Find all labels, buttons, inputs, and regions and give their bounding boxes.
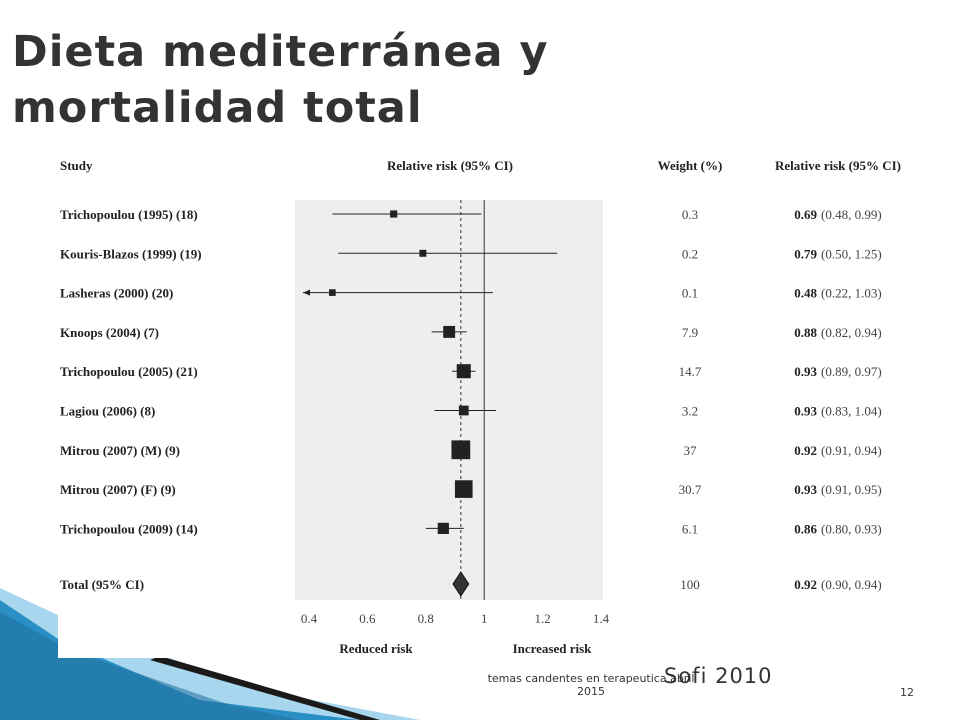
- study-row: Knoops (2004) (7) 7.9 0.88 (0.82, 0.94): [60, 325, 882, 340]
- study-rr-value: 0.48: [794, 286, 817, 301]
- study-label: Mitrou (2007) (M) (9): [60, 443, 180, 458]
- study-rr-value: 0.69: [794, 207, 817, 222]
- ci-truncation-arrow: [303, 289, 310, 296]
- total-weight: 100: [680, 577, 700, 592]
- decor-light-band: [0, 588, 420, 720]
- study-rr-value: 0.93: [794, 404, 817, 419]
- study-weight: 6.1: [682, 521, 698, 536]
- total-rr-ci: (0.90, 0.94): [821, 577, 882, 592]
- decor-shadow-stripe: [0, 612, 300, 720]
- study-rr-ci: (0.83, 1.04): [821, 404, 882, 419]
- study-row: Lagiou (2006) (8) 3.2 0.93 (0.83, 1.04): [60, 404, 882, 419]
- study-relative-risk: 0.48 (0.22, 1.03): [794, 286, 881, 301]
- study-rr-value: 0.88: [794, 325, 817, 340]
- study-label: Trichopoulou (2009) (14): [60, 521, 198, 536]
- study-rr-value: 0.86: [794, 521, 817, 536]
- study-rr-ci: (0.50, 1.25): [821, 246, 882, 261]
- effect-marker: [390, 210, 398, 218]
- slide-title: Dieta mediterránea y mortalidad total: [12, 27, 549, 133]
- effect-marker: [456, 364, 471, 379]
- study-row: Trichopoulou (2005) (21) 14.7 0.93 (0.89, 0…: [60, 364, 882, 379]
- forest-plot: Study Relative risk (95% CI) Weight (%) …: [60, 158, 901, 656]
- x-tick-label: 1.2: [534, 611, 550, 626]
- study-label: Knoops (2004) (7): [60, 325, 159, 340]
- study-row: Trichopoulou (2009) (14) 6.1 0.86 (0.80, 0.…: [60, 521, 882, 536]
- study-label: Lasheras (2000) (20): [60, 286, 173, 301]
- header-relative-risk: Relative risk (95% CI): [775, 158, 901, 173]
- total-relative-risk: 0.92 (0.90, 0.94): [794, 577, 881, 592]
- decor-dark-stripe: [150, 656, 380, 720]
- x-tick-label: 0.4: [301, 611, 318, 626]
- study-weight: 30.7: [679, 482, 702, 497]
- study-row: Lasheras (2000) (20) 0.1 0.48 (0.22, 1.03): [60, 286, 882, 301]
- effect-marker: [329, 289, 336, 296]
- effect-marker: [454, 480, 473, 498]
- x-left-label: Reduced risk: [339, 641, 413, 656]
- footer-text: temas candentes en terapeutica abril 201…: [487, 672, 695, 698]
- study-rr-ci: (0.80, 0.93): [821, 521, 882, 536]
- study-row: Kouris-Blazos (1999) (19) 0.2 0.79 (0.50, 1…: [60, 246, 882, 261]
- study-relative-risk: 0.93 (0.89, 0.97): [794, 364, 881, 379]
- study-relative-risk: 0.92 (0.91, 0.94): [794, 443, 881, 458]
- study-rr-ci: (0.91, 0.94): [821, 443, 882, 458]
- study-rr-value: 0.93: [794, 482, 817, 497]
- header-plot: Relative risk (95% CI): [387, 158, 513, 173]
- study-rr-value: 0.79: [794, 246, 817, 261]
- study-relative-risk: 0.93 (0.83, 1.04): [794, 404, 881, 419]
- study-rr-value: 0.93: [794, 364, 817, 379]
- study-weight: 3.2: [682, 404, 698, 419]
- study-rr-ci: (0.82, 0.94): [821, 325, 882, 340]
- study-weight: 0.3: [682, 207, 698, 222]
- total-label: Total (95% CI): [60, 577, 144, 592]
- study-weight: 14.7: [679, 364, 702, 379]
- effect-marker: [443, 325, 456, 338]
- effect-marker: [458, 405, 469, 416]
- study-label: Lagiou (2006) (8): [60, 404, 155, 419]
- x-tick-label: 0.8: [418, 611, 434, 626]
- study-weight: 7.9: [682, 325, 698, 340]
- study-relative-risk: 0.88 (0.82, 0.94): [794, 325, 881, 340]
- study-label: Trichopoulou (2005) (21): [60, 364, 198, 379]
- x-tick-label: 0.6: [359, 611, 376, 626]
- effect-marker: [419, 249, 427, 257]
- header-study: Study: [60, 158, 93, 173]
- effect-marker: [437, 522, 449, 534]
- pooled-diamond: [452, 571, 470, 597]
- study-weight: 37: [684, 443, 698, 458]
- study-relative-risk: 0.69 (0.48, 0.99): [794, 207, 881, 222]
- study-relative-risk: 0.79 (0.50, 1.25): [794, 246, 881, 261]
- study-rr-ci: (0.48, 0.99): [821, 207, 882, 222]
- source-citation: Sofi 2010: [664, 664, 773, 688]
- study-rr-ci: (0.22, 1.03): [821, 286, 882, 301]
- forest-plot-figure: Study Relative risk (95% CI) Weight (%) …: [58, 150, 918, 658]
- study-label: Mitrou (2007) (F) (9): [60, 482, 176, 497]
- study-relative-risk: 0.86 (0.80, 0.93): [794, 521, 881, 536]
- x-tick-label: 1.4: [593, 611, 610, 626]
- study-row: Mitrou (2007) (F) (9) 30.7 0.93 (0.91, 0.95…: [60, 480, 882, 498]
- x-tick-label: 1: [481, 611, 488, 626]
- total-rr-value: 0.92: [794, 577, 817, 592]
- study-rr-value: 0.92: [794, 443, 817, 458]
- study-label: Kouris-Blazos (1999) (19): [60, 246, 202, 261]
- effect-marker: [451, 440, 471, 460]
- study-rr-ci: (0.89, 0.97): [821, 364, 882, 379]
- study-row: Mitrou (2007) (M) (9) 37 0.92 (0.91, 0.94): [60, 440, 882, 460]
- study-row: Trichopoulou (1995) (18) 0.3 0.69 (0.48, 0.…: [60, 207, 882, 222]
- plot-background: [295, 200, 603, 600]
- study-weight: 0.2: [682, 246, 698, 261]
- total-row: Total (95% CI) 100 0.92 (0.90, 0.94): [60, 571, 882, 597]
- study-label: Trichopoulou (1995) (18): [60, 207, 198, 222]
- study-rr-ci: (0.91, 0.95): [821, 482, 882, 497]
- study-weight: 0.1: [682, 286, 698, 301]
- page-number: 12: [900, 686, 914, 699]
- x-right-label: Increased risk: [513, 641, 593, 656]
- header-weight: Weight (%): [658, 158, 723, 173]
- study-relative-risk: 0.93 (0.91, 0.95): [794, 482, 881, 497]
